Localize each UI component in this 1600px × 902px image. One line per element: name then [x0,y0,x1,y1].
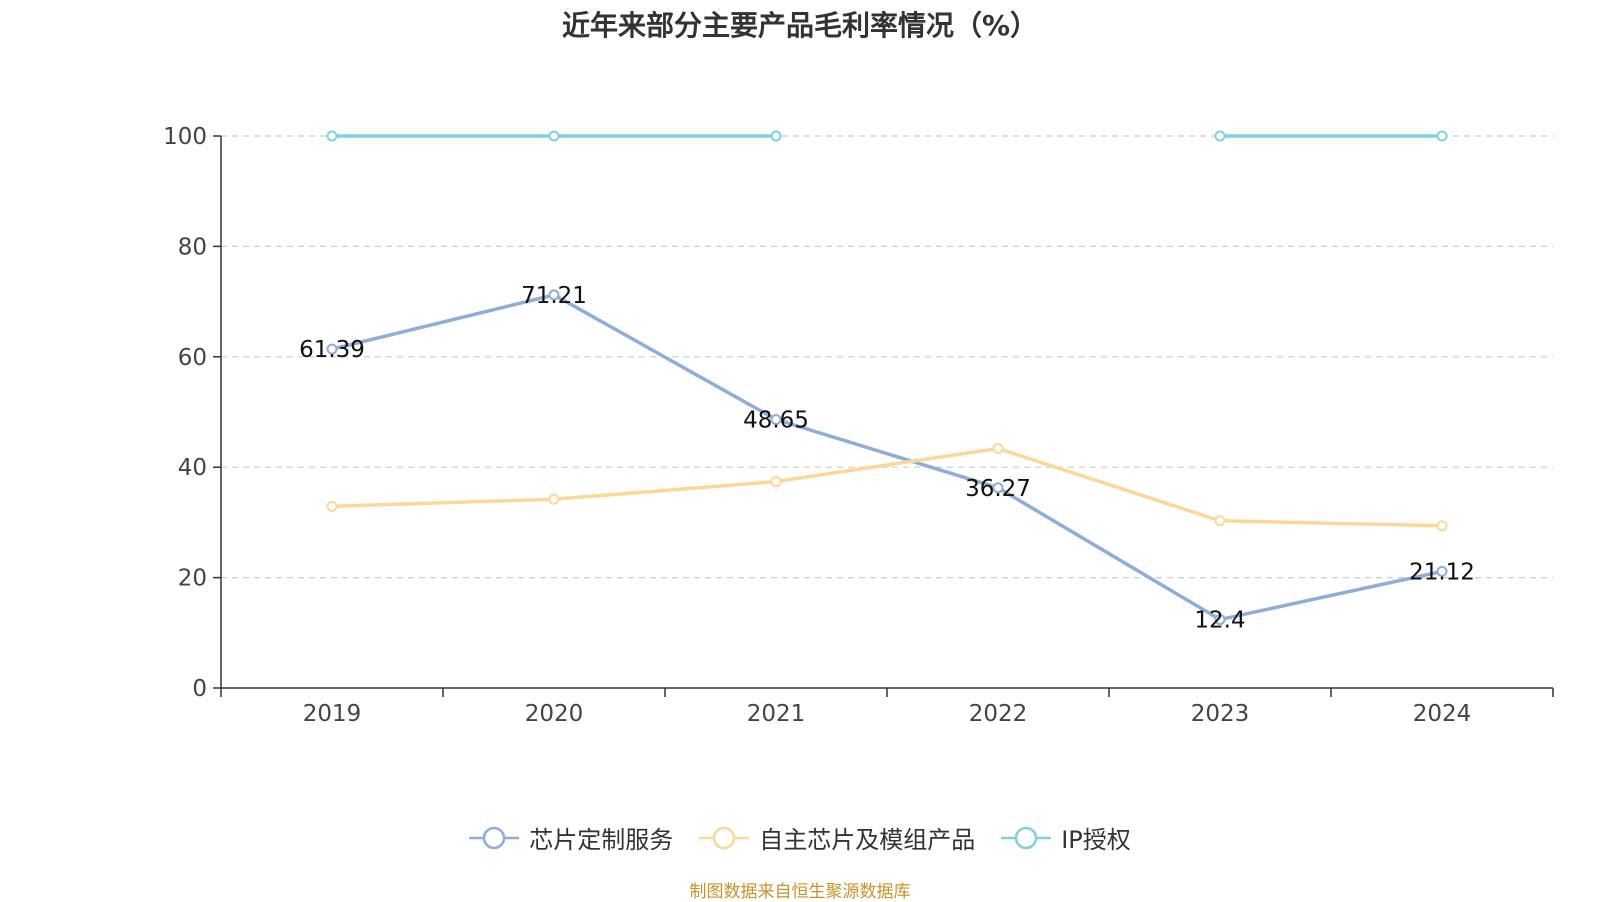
data-label: 21.12 [1409,559,1475,585]
legend-swatch-icon [1001,826,1052,849]
series-1-point [326,343,338,355]
y-tick-label: 0 [192,676,207,702]
y-tick-label: 40 [178,455,207,481]
series-1-point [992,482,1004,494]
x-tick-label: 2024 [1413,701,1472,727]
legend-label: 芯片定制服务 [529,826,674,854]
line-chart: 0 20 40 60 80 100 2019 2020 2021 2022 2023 2024 61.3… [163,124,1554,727]
y-tick-label: 80 [178,234,207,260]
data-label: 71.21 [521,283,587,309]
x-tick-label: 2019 [303,701,362,727]
series-1-point [1436,565,1448,577]
series-2-point [992,442,1004,454]
chart-title: 近年来部分主要产品毛利率情况（%） [561,9,1039,42]
series-3-point [326,130,338,142]
series-2-point [1436,520,1448,532]
legend-item-3[interactable]: IP授权 [1001,820,1131,855]
data-label: 61.39 [299,337,365,363]
data-label: 36.27 [965,476,1031,502]
legend-item-2[interactable]: 自主芯片及模组产品 [699,820,975,855]
series-3-point [1214,130,1226,142]
legend-swatch-icon [699,826,750,849]
series-3-point [770,130,782,142]
series-1-point [548,289,560,301]
data-label: 12.4 [1194,608,1245,634]
y-tick-label: 20 [178,566,207,592]
series-2-point [548,493,560,505]
series-3-point [1436,130,1448,142]
legend-label: IP授权 [1061,826,1131,854]
series-3-point [548,130,560,142]
series-1-point [770,413,782,425]
series-line-1 [331,293,1443,622]
x-tick-label: 2022 [969,701,1028,727]
legend-swatch-icon [469,826,520,849]
x-tick-label: 2020 [525,701,584,727]
legend-item-1[interactable]: 芯片定制服务 [469,820,673,855]
y-tick-label: 60 [178,345,207,371]
x-tick-label: 2023 [1191,701,1250,727]
series-2-point [1214,515,1226,527]
source-note: 制图数据来自恒生聚源数据库 [689,882,911,902]
x-tick-label: 2021 [747,701,806,727]
series-2-point [326,500,338,512]
series-2-point [770,476,782,488]
series-1-point [1214,614,1226,626]
legend: 芯片定制服务 自主芯片及模组产品 IP授权 [0,820,1600,855]
data-label: 48.65 [743,407,809,433]
series-line-2 [331,446,1443,528]
y-tick-label: 100 [163,124,207,150]
legend-label: 自主芯片及模组产品 [759,826,976,854]
